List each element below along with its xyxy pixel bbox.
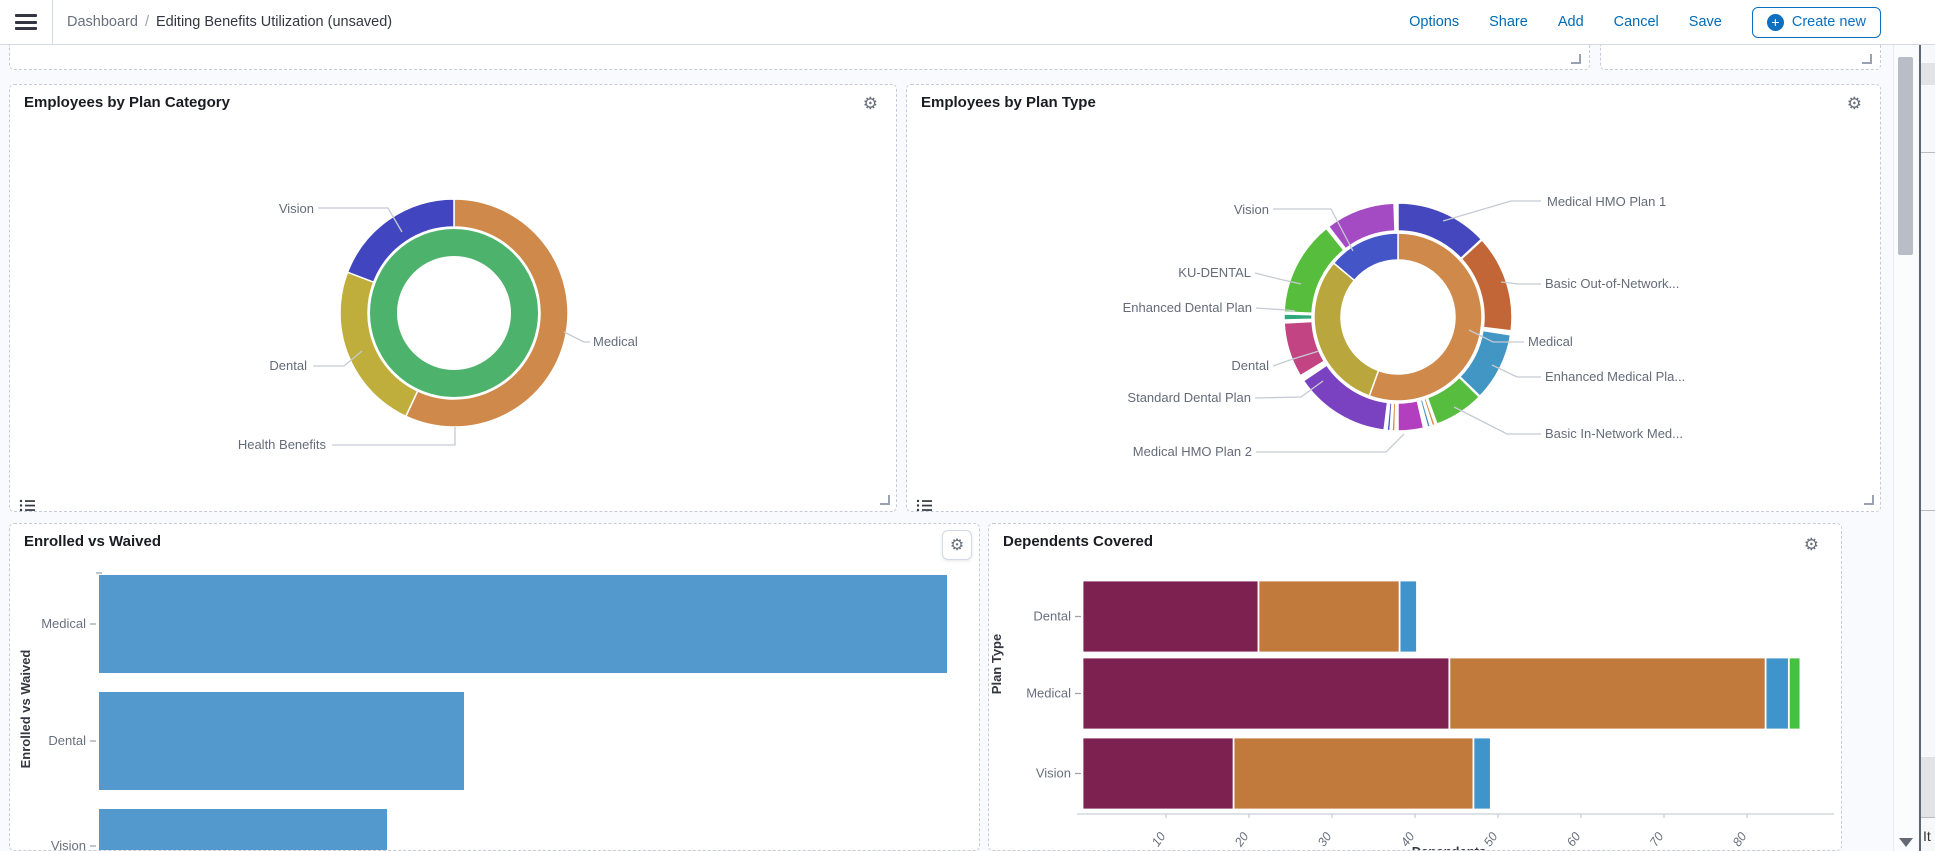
panel-title: Dependents Covered (1003, 533, 1153, 550)
panel-employees-by-plan-type: Employees by Plan Type ⚙ Vision KU-DENTAL… (906, 84, 1881, 512)
resize-handle[interactable] (1864, 495, 1874, 505)
svg-text:Standard Dental Plan: Standard Dental Plan (1127, 390, 1251, 405)
svg-text:Dental: Dental (1231, 358, 1269, 373)
svg-text:Dental: Dental (1033, 609, 1071, 624)
svg-text:Medical: Medical (593, 334, 638, 349)
edge-divider (1921, 510, 1935, 511)
panel-title: Employees by Plan Category (24, 94, 230, 111)
share-button[interactable]: Share (1489, 14, 1528, 30)
edge-text-bottom: It (1923, 828, 1931, 844)
vertical-scrollbar (1893, 45, 1917, 851)
svg-text:Dental: Dental (269, 358, 307, 373)
svg-text:Enhanced Dental Plan: Enhanced Dental Plan (1123, 300, 1252, 315)
panel-title: Employees by Plan Type (921, 94, 1096, 111)
svg-text:20: 20 (1231, 830, 1251, 850)
cancel-button[interactable]: Cancel (1614, 14, 1659, 30)
svg-text:Medical: Medical (1026, 686, 1071, 701)
svg-text:30: 30 (1315, 830, 1334, 849)
breadcrumb-separator: / (145, 14, 149, 30)
menu-hamburger-icon[interactable] (15, 14, 37, 30)
breadcrumb-current: Editing Benefits Utilization (unsaved) (156, 14, 392, 30)
svg-text:Vision: Vision (1036, 766, 1071, 781)
svg-text:Enhanced Medical Pla...: Enhanced Medical Pla... (1545, 369, 1685, 384)
clipped-panel-above-left (9, 45, 1590, 70)
edge-row (1921, 757, 1935, 817)
clipped-window-edge: E It (1919, 0, 1935, 851)
resize-handle[interactable] (880, 495, 890, 505)
panel-title: Enrolled vs Waived (24, 533, 161, 550)
panel-employees-by-plan-category: Employees by Plan Category ⚙ Vision Denta… (9, 84, 897, 512)
panel-gear-icon[interactable]: ⚙ (942, 530, 972, 560)
create-new-button[interactable]: + Create new (1752, 7, 1881, 38)
svg-text:Plan Type: Plan Type (989, 634, 1004, 694)
breadcrumb: Dashboard / Editing Benefits Utilization… (67, 14, 392, 30)
scrollbar-thumb[interactable] (1898, 57, 1913, 255)
donut-chart-plan-category: Vision Dental Health Benefits Medical (10, 85, 897, 512)
scrollbar-down-arrow-icon[interactable] (1899, 838, 1913, 847)
stacked-bar-chart-dependents: DentalMedicalVision1020304050607080Depen… (989, 524, 1842, 851)
panel-gear-icon[interactable]: ⚙ (863, 95, 878, 112)
panel-dependents-covered: Dependents Covered ⚙ Dental Medical Vision… (988, 523, 1842, 851)
svg-text:80: 80 (1730, 830, 1749, 849)
svg-text:Basic In-Network Med...: Basic In-Network Med... (1545, 426, 1683, 441)
svg-text:10: 10 (1149, 830, 1168, 849)
edge-divider (1921, 817, 1935, 818)
svg-text:Health Benefits: Health Benefits (238, 437, 327, 452)
donut-chart-plan-type: Vision KU-DENTAL Enhanced Dental Plan Denta… (907, 85, 1881, 512)
resize-handle[interactable] (1862, 54, 1872, 64)
plus-icon: + (1767, 14, 1784, 31)
svg-text:Dental: Dental (48, 733, 86, 748)
svg-text:60: 60 (1564, 830, 1583, 849)
edge-row (1921, 63, 1935, 85)
bar-chart-enrolled-vs-waived: Medical Dental Vision Enrolled vs Waived (10, 524, 980, 851)
top-navbar: Dashboard / Editing Benefits Utilization… (0, 0, 1935, 45)
panel-enrolled-vs-waived: Enrolled vs Waived ⚙ Medical Dental Vision… (9, 523, 980, 851)
svg-text:Medical HMO Plan 2: Medical HMO Plan 2 (1133, 444, 1252, 459)
svg-text:Medical: Medical (1528, 334, 1573, 349)
panel-gear-icon[interactable]: ⚙ (1804, 536, 1819, 553)
breadcrumb-dashboard-link[interactable]: Dashboard (67, 14, 138, 30)
svg-text:KU-DENTAL: KU-DENTAL (1178, 265, 1251, 280)
resize-handle[interactable] (1571, 54, 1581, 64)
svg-text:Medical: Medical (41, 616, 86, 631)
svg-text:Vision: Vision (1234, 202, 1269, 217)
options-button[interactable]: Options (1409, 14, 1459, 30)
clipped-panel-above-right (1600, 45, 1881, 70)
svg-text:Enrolled vs Waived: Enrolled vs Waived (18, 650, 33, 769)
panel-gear-icon[interactable]: ⚙ (1847, 95, 1862, 112)
navbar-divider (52, 0, 53, 44)
edge-divider (1921, 152, 1935, 153)
svg-text:Basic Out-of-Network...: Basic Out-of-Network... (1545, 276, 1679, 291)
svg-text:70: 70 (1647, 830, 1666, 849)
add-button[interactable]: Add (1558, 14, 1584, 30)
svg-text:Vision: Vision (51, 838, 86, 851)
save-button[interactable]: Save (1689, 14, 1722, 30)
create-new-label: Create new (1792, 14, 1866, 30)
svg-text:Dependents: Dependents (1412, 844, 1486, 851)
svg-text:Vision: Vision (279, 201, 314, 216)
svg-text:Medical HMO Plan 1: Medical HMO Plan 1 (1547, 194, 1666, 209)
